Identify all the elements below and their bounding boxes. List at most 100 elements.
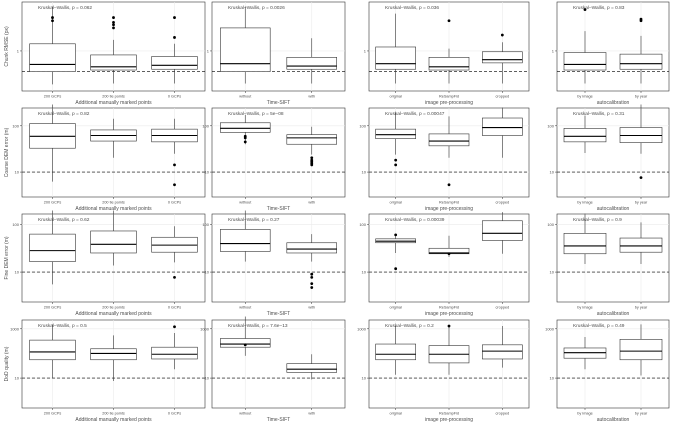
outlier-point: [310, 272, 314, 276]
box-iqr: [220, 122, 271, 133]
outlier-point: [51, 16, 54, 19]
outlier-point: [173, 325, 176, 329]
y-axis-label: Fine DEM error (m): [4, 236, 10, 279]
outlier-point: [173, 36, 176, 39]
box-iqr: [619, 237, 663, 253]
outlier-point: [310, 275, 314, 279]
y-tick-label: 10: [205, 376, 210, 381]
panel-title: Kruskal–Wallis, p = 0.2: [385, 323, 434, 329]
x-tick-label: cropped: [495, 95, 509, 99]
x-tick-label: by image: [577, 201, 592, 205]
x-tick-label: without: [239, 412, 252, 416]
x-tick-label: with: [308, 412, 315, 416]
y-tick-label: 10: [550, 170, 555, 175]
box-iqr: [619, 53, 663, 70]
outlier-point: [112, 20, 115, 24]
x-axis-label: autocalibration: [597, 100, 630, 106]
x-tick-label: by image: [577, 412, 592, 416]
x-tick-label: with: [308, 201, 315, 205]
outlier-point: [112, 23, 115, 27]
y-tick-label: 10: [15, 170, 20, 175]
y-tick-label: 10: [205, 270, 210, 275]
x-tick-label: 0 GCPs: [168, 95, 181, 99]
outlier-point: [243, 134, 247, 138]
box-iqr: [90, 230, 137, 254]
outlier-point: [173, 163, 176, 167]
outlier-point: [394, 158, 398, 162]
box-iqr: [375, 343, 416, 361]
box-iqr: [220, 229, 271, 252]
panel-frame: [211, 107, 346, 198]
box-iqr: [220, 338, 271, 348]
outlier-point: [112, 16, 115, 19]
outlier-point: [173, 183, 176, 187]
panel-frame: [556, 1, 670, 92]
y-tick-label: 10: [550, 270, 555, 275]
x-axis-label: autocalibration: [597, 311, 630, 317]
panel-title: Kruskal–Wallis, p = 0.036: [385, 5, 439, 11]
x-tick-label: 200 GCPs: [44, 95, 62, 99]
x-axis-label: Time-SIFT: [267, 206, 290, 212]
outlier-point: [447, 324, 451, 328]
y-tick-label: 100: [202, 123, 209, 128]
box-iqr: [286, 57, 337, 70]
y-tick-label: 10: [362, 270, 367, 275]
panel-title: Kruskal–Wallis, p = 0.9: [573, 217, 622, 223]
outlier-point: [639, 17, 643, 21]
outlier-point: [639, 176, 643, 180]
outlier-point: [583, 8, 587, 12]
panel-title: Kruskal–Wallis, p = 0.62: [38, 217, 90, 223]
y-tick-label: 10: [550, 376, 555, 381]
outlier-point: [447, 183, 451, 187]
y-axis-label: DoD quality (m): [4, 346, 10, 381]
x-axis-label: image pre-processing: [425, 311, 473, 317]
x-tick-label: with: [308, 95, 315, 99]
y-tick-label: 100: [12, 123, 19, 128]
panel-title: Kruskal–Wallis, p = 0.00039: [385, 217, 445, 223]
panel-frame: [556, 107, 670, 198]
x-axis-label: autocalibration: [597, 206, 630, 212]
panel-frame: [211, 213, 346, 303]
x-axis-label: autocalibration: [597, 417, 630, 422]
x-tick-label: ReSampFid: [439, 306, 459, 310]
y-tick-label: 100: [547, 222, 554, 227]
y-tick-label: 100: [12, 222, 19, 227]
outlier-point: [173, 275, 176, 279]
y-tick-label: 100: [359, 222, 366, 227]
x-tick-label: original: [390, 306, 402, 310]
outlier-point: [310, 156, 314, 160]
box-iqr: [375, 128, 416, 139]
panel-title: Kruskal–Wallis, p = 0.5: [38, 323, 87, 329]
y-axis-label: Coarse DEM error (m): [4, 127, 10, 177]
box-iqr: [563, 52, 607, 71]
y-tick-label: 10: [15, 376, 20, 381]
y-tick-label: 1000: [200, 326, 210, 331]
box-iqr: [563, 233, 607, 255]
box-iqr: [29, 43, 76, 72]
y-tick-label: 1000: [545, 326, 555, 331]
y-tick-label: 1: [364, 48, 367, 53]
x-tick-label: cropped: [495, 306, 509, 310]
x-tick-label: without: [239, 306, 252, 310]
x-tick-label: 200 tie points: [102, 201, 125, 205]
box-iqr: [286, 134, 337, 145]
y-tick-label: 1000: [10, 326, 20, 331]
x-tick-label: 200 tie points: [102, 412, 125, 416]
outlier-point: [310, 158, 314, 162]
x-axis-label: Additional manually marked points: [75, 417, 152, 422]
box-iqr: [619, 339, 663, 361]
outlier-point: [500, 33, 504, 37]
x-tick-label: by image: [577, 95, 592, 99]
box-iqr: [428, 57, 470, 71]
y-tick-label: 1: [552, 48, 555, 53]
box-iqr: [286, 242, 337, 254]
x-tick-label: 0 GCPs: [168, 412, 181, 416]
outlier-point: [112, 26, 115, 30]
panel-title: Kruskal–Wallis, p = 0.27: [228, 217, 280, 223]
panel-title: Kruskal–Wallis, p = 0.00047: [385, 111, 445, 117]
outlier-point: [447, 252, 451, 256]
x-axis-label: Time-SIFT: [267, 100, 290, 106]
panel-title: Kruskal–Wallis, p = 0.83: [573, 5, 625, 11]
x-tick-label: 200 GCPs: [44, 412, 62, 416]
